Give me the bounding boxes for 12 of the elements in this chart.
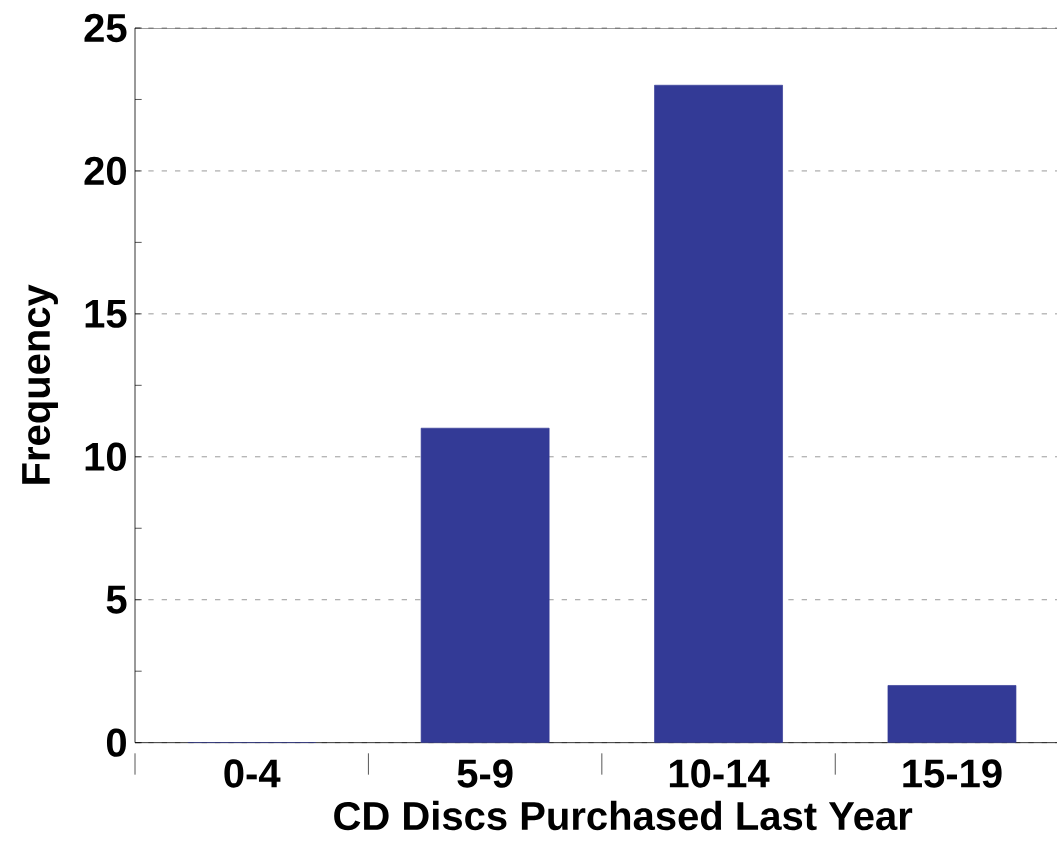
x-axis-title: CD Discs Purchased Last Year bbox=[334, 801, 913, 831]
y-tick-label: 15 bbox=[85, 300, 127, 328]
x-tick-label: 5-9 bbox=[457, 759, 513, 788]
y-axis-title: Frequency bbox=[22, 284, 58, 484]
y-tick-label: 25 bbox=[84, 13, 127, 43]
y-tick-label: 5 bbox=[106, 585, 127, 614]
y-tick-label: 10 bbox=[85, 442, 126, 472]
y-tick-label: 20 bbox=[84, 156, 126, 186]
y-tick-label: 0 bbox=[106, 728, 126, 757]
x-tick-label: 15-19 bbox=[903, 759, 1002, 788]
x-tick-label: 10-14 bbox=[669, 759, 770, 788]
x-tick-label: 0-4 bbox=[224, 759, 281, 788]
